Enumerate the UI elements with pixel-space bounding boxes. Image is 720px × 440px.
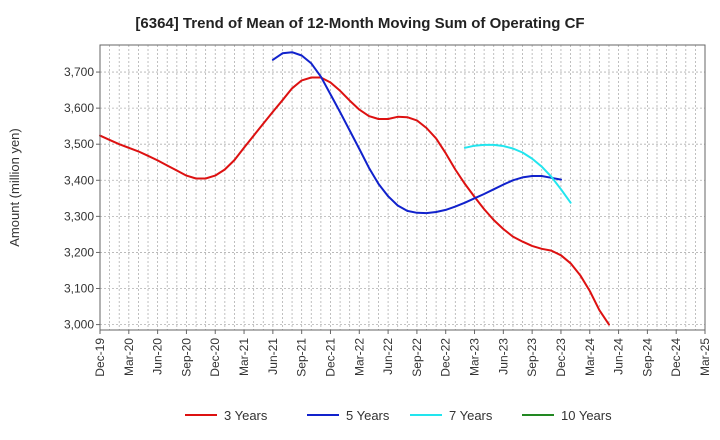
x-tick-label: Mar-21 xyxy=(237,338,251,376)
chart-title: [6364] Trend of Mean of 12-Month Moving … xyxy=(135,15,584,32)
x-tick-label: Jun-21 xyxy=(266,338,280,375)
y-tick-label: 3,400 xyxy=(64,173,94,187)
series-lines xyxy=(99,51,610,326)
x-tick-label: Dec-22 xyxy=(439,338,453,377)
x-axis-ticks: Dec-19 Mar-20 Jun-20 Sep-20 Dec-20 Mar-21 Jun-… xyxy=(93,330,712,377)
series-line-3-years xyxy=(99,76,610,326)
x-tick-label: Dec-21 xyxy=(323,338,337,377)
x-tick-label: Dec-20 xyxy=(208,338,222,377)
x-tick-label: Mar-22 xyxy=(352,338,366,376)
legend-label: 10 Years xyxy=(561,408,612,423)
y-axis-label: Amount (million yen) xyxy=(7,128,22,247)
x-tick-label: Jun-24 xyxy=(612,338,626,375)
x-tick-label: Mar-24 xyxy=(583,338,597,376)
x-tick-label: Mar-20 xyxy=(122,338,136,376)
x-tick-label: Mar-23 xyxy=(468,338,482,376)
x-tick-label: Jun-20 xyxy=(151,338,165,375)
y-axis-ticks: 3,000 3,100 3,200 3,300 3,400 3,500 3,600 3,700 xyxy=(64,65,100,332)
x-tick-label: Dec-24 xyxy=(669,338,683,377)
x-tick-label: Sep-21 xyxy=(295,338,309,377)
y-tick-label: 3,200 xyxy=(64,245,94,259)
x-tick-label: Mar-25 xyxy=(698,338,712,376)
plot-frame xyxy=(99,44,706,331)
legend-label: 3 Years xyxy=(224,408,268,423)
series-line-5-years xyxy=(271,51,562,215)
y-tick-label: 3,100 xyxy=(64,282,94,296)
y-tick-label: 3,600 xyxy=(64,101,94,115)
grid xyxy=(100,45,705,330)
legend-label: 7 Years xyxy=(449,408,493,423)
x-tick-label: Jun-23 xyxy=(496,338,510,375)
x-tick-label: Dec-23 xyxy=(554,338,568,377)
legend: 3 Years 5 Years 7 Years 10 Years xyxy=(185,408,612,423)
x-tick-label: Sep-23 xyxy=(525,338,539,377)
series-line-7-years xyxy=(463,143,572,204)
y-tick-label: 3,500 xyxy=(64,137,94,151)
y-tick-label: 3,700 xyxy=(64,65,94,79)
x-tick-label: Dec-19 xyxy=(93,338,107,377)
x-tick-label: Jun-22 xyxy=(381,338,395,375)
x-tick-label: Sep-22 xyxy=(410,338,424,377)
legend-label: 5 Years xyxy=(346,408,390,423)
y-tick-label: 3,300 xyxy=(64,209,94,223)
x-tick-label: Sep-24 xyxy=(640,338,654,377)
y-tick-label: 3,000 xyxy=(64,318,94,332)
x-tick-label: Sep-20 xyxy=(179,338,193,377)
